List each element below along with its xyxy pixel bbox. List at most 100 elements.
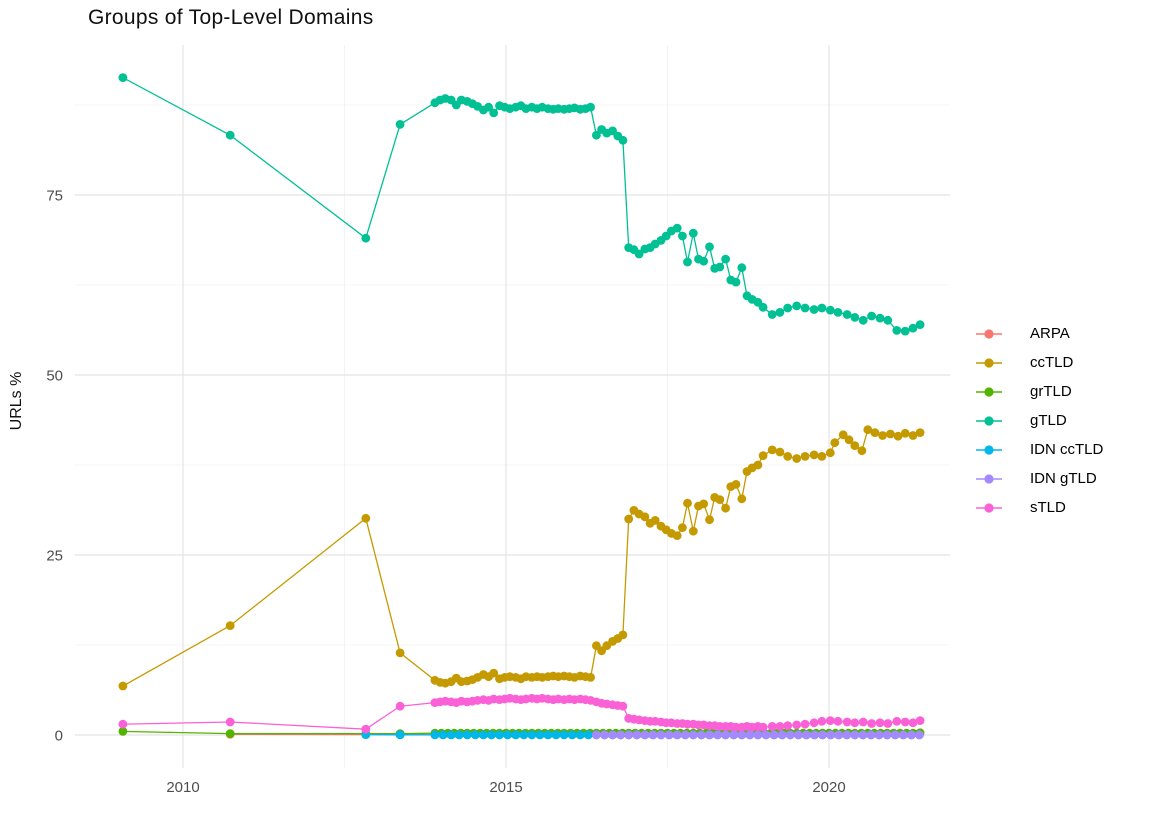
x-tick-label: 2010 (166, 779, 199, 796)
data-point (656, 730, 666, 740)
data-point (737, 494, 747, 504)
data-point (826, 730, 835, 740)
data-point (908, 718, 918, 728)
data-point (800, 719, 810, 729)
data-point (858, 315, 868, 325)
data-point (527, 730, 537, 740)
data-point (817, 303, 827, 313)
data-point (867, 311, 876, 321)
data-point (632, 730, 642, 740)
legend-key-dot (984, 502, 994, 513)
data-point (699, 256, 709, 266)
data-point (688, 228, 698, 238)
data-point (479, 730, 488, 740)
legend-key-dot (984, 415, 994, 426)
data-point (863, 425, 873, 435)
legend-label: sTLD (1030, 499, 1066, 516)
data-point (395, 648, 405, 658)
data-point (830, 438, 840, 448)
data-point (900, 428, 910, 438)
data-point (907, 730, 916, 740)
data-point (721, 503, 730, 513)
data-point (785, 730, 795, 740)
legend-item-IDN-gTLD: IDN gTLD (976, 464, 1103, 493)
data-point (543, 730, 553, 740)
legend-key-icon (976, 444, 1002, 455)
y-tick-label: 0 (55, 728, 63, 745)
data-point (567, 730, 577, 740)
data-point (870, 428, 880, 437)
y-tick-label: 75 (46, 188, 63, 205)
data-point (817, 452, 827, 461)
data-point (850, 441, 860, 450)
data-point (586, 102, 595, 112)
data-point (535, 730, 545, 740)
data-point (672, 730, 682, 740)
data-point (634, 249, 644, 259)
data-point (715, 495, 725, 504)
legend-label: IDN gTLD (1030, 470, 1097, 487)
data-point (883, 315, 893, 325)
data-point (898, 730, 908, 740)
data-point (915, 730, 924, 740)
legend-item-grTLD: grTLD (976, 377, 1103, 406)
legend-key-icon (976, 473, 1002, 484)
data-point (882, 730, 892, 740)
data-point (753, 730, 763, 740)
data-point (892, 716, 902, 726)
data-point (678, 523, 687, 532)
series-IDN-gTLD (592, 730, 924, 740)
data-point (818, 730, 827, 740)
data-point (850, 313, 860, 322)
data-point (395, 701, 405, 711)
data-point (559, 730, 569, 740)
data-point (915, 320, 925, 329)
data-point (688, 730, 698, 740)
data-point (672, 531, 682, 540)
data-point (395, 120, 405, 129)
data-point (680, 730, 690, 740)
data-point (850, 718, 860, 728)
data-point (758, 722, 768, 732)
data-point (758, 302, 768, 312)
data-point (688, 526, 698, 536)
data-point (715, 262, 725, 272)
data-point (361, 724, 371, 734)
legend-item-gTLD: gTLD (976, 406, 1103, 435)
legend-key-icon (976, 415, 1002, 426)
data-point (875, 313, 885, 323)
data-point (225, 130, 235, 140)
data-point (489, 108, 499, 118)
legend-item-sTLD: sTLD (976, 493, 1103, 522)
data-point (648, 730, 658, 740)
data-point (850, 730, 860, 740)
data-point (883, 719, 893, 728)
data-point (616, 730, 626, 740)
data-point (430, 730, 440, 740)
data-point (878, 431, 887, 440)
series-sTLD (118, 693, 925, 734)
data-point (767, 722, 777, 731)
data-point (664, 730, 674, 740)
data-point (713, 730, 722, 740)
data-point (810, 730, 819, 740)
data-point (225, 717, 235, 727)
legend-key-icon (976, 328, 1002, 339)
data-point (793, 730, 803, 740)
data-point (809, 450, 819, 460)
legend-label: ARPA (1030, 325, 1070, 342)
data-point (783, 721, 793, 730)
data-point (809, 305, 819, 314)
legend-key-icon (976, 502, 1002, 513)
data-point (624, 514, 634, 524)
legend-item-IDN-ccTLD: IDN ccTLD (976, 435, 1103, 464)
data-point (842, 717, 852, 727)
data-point (792, 301, 802, 311)
data-point (809, 718, 819, 728)
data-point (721, 730, 730, 740)
legend-label: IDN ccTLD (1030, 441, 1104, 458)
data-point (487, 730, 496, 740)
data-point (705, 730, 714, 740)
data-point (858, 717, 868, 727)
